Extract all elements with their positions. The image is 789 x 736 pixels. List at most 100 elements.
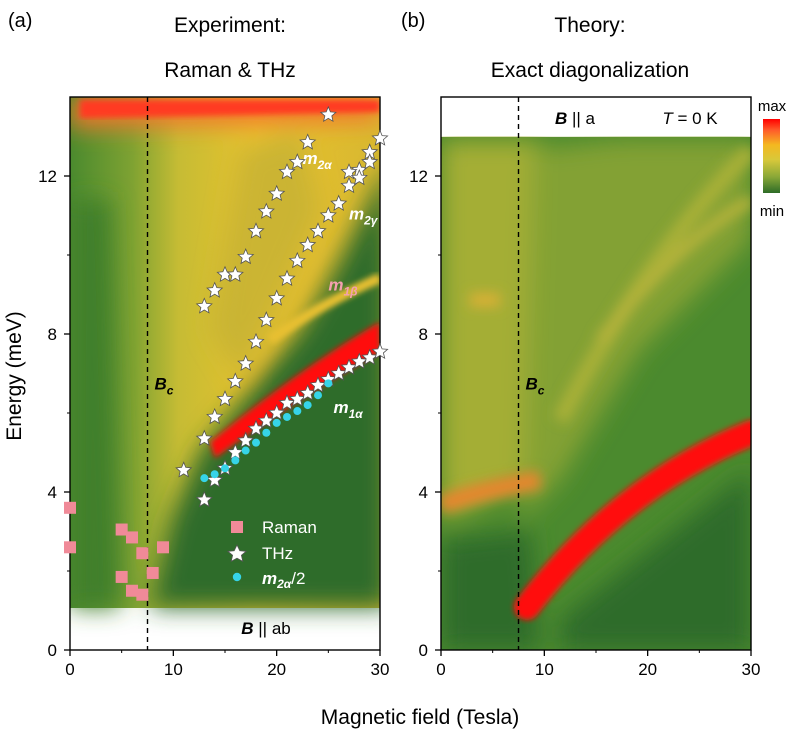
field-label-b: B || a [555,109,596,128]
heatmap-b-band-2 [595,194,751,344]
y-tick-label: 0 [419,641,428,660]
raman-point [115,523,128,536]
thz-point [195,429,213,446]
thz-point [278,394,296,411]
thz-point [278,163,296,180]
thz-point [175,461,193,478]
m2a-half-point [283,412,291,421]
heatmap-a-red-mode [210,322,380,458]
bc-label-a: Bc [155,374,174,397]
mode-label: m2γ [349,204,379,227]
heatmap-a-upper-olive [210,130,320,380]
y-tick-label: 0 [48,641,57,660]
raman-point [146,566,159,579]
thz-point [216,390,234,407]
thz-point [340,163,358,180]
raman-point [126,584,138,597]
panel-a-title-line2: Raman & THz [164,59,296,82]
thz-point [371,129,389,146]
thz-point [268,403,286,421]
raman-point [64,541,76,554]
thz-point [350,168,368,186]
thz-point [226,265,244,283]
y-axis-label: Energy (meV) [3,311,26,441]
thz-point [319,206,337,223]
m2a-half-point [231,456,240,465]
panel-a-label: (a) [8,10,32,32]
thz-point [206,471,224,488]
panel-b-title-line1: Theory: [554,14,625,37]
raman-point [157,541,169,554]
raman-point [136,588,149,601]
x-tick-label: 30 [371,660,390,679]
m2a-half-point [241,446,250,455]
panel-b-label: (b) [401,10,425,32]
legend-thz-label: THz [262,544,293,563]
thz-point [195,490,213,508]
legend-raman-label: Raman [262,518,317,537]
raman-point [126,531,138,544]
x-tick-label: 10 [535,660,554,679]
field-label-a: B || ab [241,619,290,638]
thz-point [299,133,317,150]
x-tick-label: 20 [267,660,286,679]
m2a-half-point [303,401,312,410]
x-tick-label: 10 [164,660,183,679]
heatmap-a-left-green [70,200,120,608]
heatmap-b-red-mode [514,420,751,620]
temperature-label-b: T = 0 K [662,109,718,128]
y-tick-label: 8 [419,325,428,344]
heatmap-b-band-1 [552,144,751,424]
thz-point [247,222,265,239]
y-tick-label: 12 [38,167,57,186]
heatmap-b-orange-left [441,471,542,514]
x-tick-label: 20 [638,660,657,679]
m2a-half-point [200,474,209,483]
x-axis-label: Magnetic field (Tesla) [321,706,519,729]
thz-point [319,105,337,123]
thz-point [268,184,286,202]
panel-b-title-line2: Exact diagonalization [491,59,689,82]
mode-label: m1β [328,276,358,299]
thz-point [268,289,286,306]
thz-point [350,352,368,369]
thz-point [309,222,327,239]
axes-b-ticks: 0 10 20 30 0 4 8 12 [409,167,760,679]
heatmap-a [70,97,380,650]
thz-point [330,194,348,211]
mode-label: m2α [303,149,333,172]
m2a-half-point [262,428,271,437]
thz-point [299,236,317,253]
thz-point [309,376,327,393]
thz-point [340,358,358,375]
heatmap-b-dark-right [560,470,751,650]
legend-raman-marker [231,521,243,533]
raman-point [115,570,128,583]
y-tick-label: 4 [48,483,57,502]
heatmap-b [441,97,751,650]
thz-point [361,348,379,366]
x-tick-label: 0 [436,660,445,679]
raman-point [136,547,149,560]
thz-point [288,390,306,407]
heatmap-b-left-olive [441,140,540,520]
mode-labels-a: m2α m2γ m1β m1α [303,149,379,421]
thz-point [195,297,213,314]
thz-point [226,443,244,460]
m2a-half-point [252,438,260,447]
legend-m2a-marker [232,572,242,582]
y-tick-label: 12 [409,167,428,186]
mode-label: m1α [334,398,364,421]
thz-point [288,251,306,269]
raman-point [64,501,76,514]
markers-a [64,105,389,601]
colorbar: max min [758,98,787,220]
bc-label-b: Bc [526,374,545,397]
colorbar-gradient [763,119,780,193]
m2a-half-point [314,391,322,400]
heatmap-b-dark-lower [441,530,540,650]
m2a-half-point [221,464,229,473]
thz-point [206,407,224,425]
panel-a: (a) Experiment: Raman & THz 0 10 20 30 0 4 8 12… [8,10,390,679]
